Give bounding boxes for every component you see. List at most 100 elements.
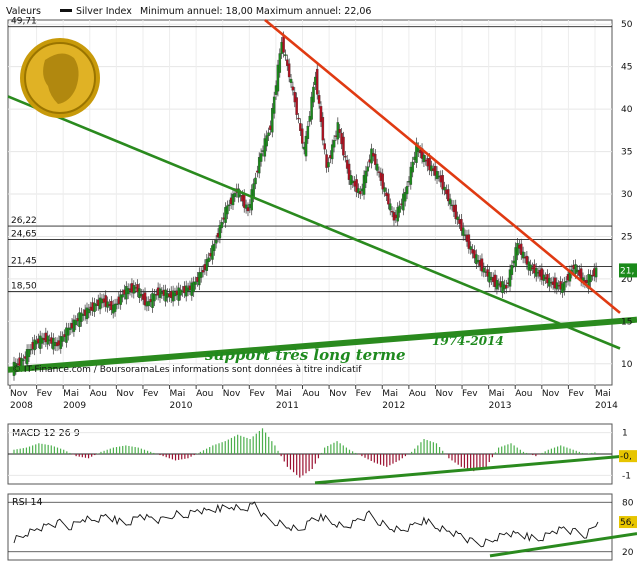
price-candle: [104, 295, 107, 307]
price-candle: [377, 171, 381, 173]
header-values-label: Valeurs: [6, 6, 41, 17]
price-candle: [411, 161, 414, 173]
price-candle: [357, 188, 360, 194]
x-tick-label: Mai: [382, 389, 398, 399]
price-candle: [456, 216, 459, 220]
price-candle: [93, 302, 96, 312]
price-candle: [390, 211, 394, 213]
price-candle: [441, 175, 444, 190]
price-candle: [443, 186, 446, 191]
price-candle: [199, 272, 203, 278]
price-candle: [422, 154, 426, 163]
macd-title: MACD 12 26 9: [12, 428, 80, 439]
price-candle: [564, 281, 568, 283]
x-tick-label: Aou: [90, 389, 107, 399]
price-candle: [374, 154, 377, 165]
price-candle: [87, 308, 91, 314]
price-candle: [299, 123, 302, 131]
price-candle: [448, 198, 452, 205]
price-y-tick: 25: [621, 232, 632, 242]
x-tick-label: Nov: [116, 389, 134, 399]
price-candle: [589, 274, 592, 283]
price-candle: [22, 359, 25, 362]
price-candle: [59, 336, 63, 349]
long-term-support-line: [7, 316, 637, 373]
period-label: 1974-2014: [432, 334, 504, 348]
price-y-tick: 35: [621, 148, 632, 158]
price-candle: [402, 193, 405, 211]
x-tick-label: Aou: [515, 389, 532, 399]
price-candle: [521, 251, 525, 259]
green-mid-trendline: [7, 95, 621, 350]
x-tick-label: Fev: [37, 389, 53, 399]
x-tick-label: Mai: [595, 389, 611, 399]
x-tick-label: Aou: [196, 389, 213, 399]
x-tick-label: Mai: [489, 389, 505, 399]
support-label: support très long terme: [205, 346, 406, 364]
red-resistance-trendline: [264, 18, 621, 314]
price-candle: [295, 97, 298, 115]
price-candle: [278, 53, 282, 73]
macd-y-tick: 1: [622, 429, 628, 439]
price-level-label: 24,65: [11, 229, 37, 239]
price-candle: [113, 303, 117, 312]
price-candle: [383, 187, 386, 192]
price-candle: [381, 173, 384, 190]
price-candle: [433, 165, 437, 176]
x-tick-label: Nov: [329, 389, 347, 399]
price-candle: [250, 189, 253, 211]
price-candle: [304, 135, 308, 157]
price-candle: [98, 297, 102, 310]
x-tick-label: Aou: [409, 389, 426, 399]
price-candle: [257, 157, 261, 174]
silver-coin-badge: [20, 38, 100, 118]
x-tick-label: Nov: [435, 389, 453, 399]
price-candle: [267, 132, 270, 137]
price-candle: [228, 204, 231, 207]
price-candle: [344, 156, 347, 158]
price-candle: [460, 218, 463, 231]
price-candle: [27, 349, 31, 358]
price-candle: [284, 54, 287, 56]
price-candle: [224, 207, 227, 223]
price-candle: [403, 192, 407, 202]
price-candle: [40, 337, 44, 344]
price-candle: [409, 166, 413, 185]
x-tick-year: 2012: [382, 401, 405, 411]
price-candle: [179, 289, 182, 296]
price-candle: [61, 336, 64, 342]
price-candle: [67, 327, 70, 336]
price-candle: [201, 270, 205, 273]
price-candle: [147, 301, 151, 307]
x-tick-label: Nov: [10, 389, 28, 399]
price-candle: [520, 243, 523, 255]
x-tick-label: Mai: [63, 389, 79, 399]
price-candle: [252, 183, 255, 198]
price-candle: [349, 175, 353, 185]
price-candle: [317, 95, 321, 104]
price-candle: [362, 175, 366, 195]
price-candle: [220, 222, 224, 229]
price-candle: [286, 59, 289, 66]
price-candle: [563, 281, 566, 291]
price-candle: [315, 68, 319, 95]
macd-trendline: [314, 453, 637, 485]
price-candle: [319, 106, 323, 123]
price-candle: [287, 63, 291, 78]
price-candle: [398, 205, 401, 213]
price-candle: [291, 86, 295, 91]
price-candle: [226, 205, 229, 215]
price-candle: [246, 207, 250, 212]
price-candle: [405, 186, 409, 195]
price-y-tick: 10: [621, 360, 633, 370]
price-y-tick: 45: [621, 63, 632, 73]
rsi-y-tick: 80: [622, 498, 634, 508]
rsi-line: [13, 501, 599, 548]
price-candle: [231, 193, 235, 206]
x-tick-year: 2013: [489, 401, 512, 411]
price-candle: [115, 303, 119, 306]
price-candle: [574, 264, 577, 274]
price-candle: [205, 259, 209, 271]
